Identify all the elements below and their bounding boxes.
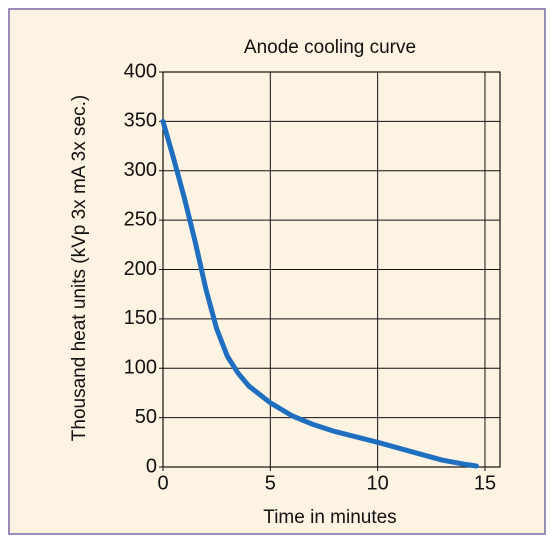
y-tick-label: 350 (124, 110, 157, 132)
chart-title: Anode cooling curve (244, 37, 416, 58)
line (160, 118, 479, 469)
y-tick-label: 150 (124, 307, 157, 329)
y-tick-label: 0 (146, 455, 157, 477)
y-tick-label: 300 (124, 159, 157, 181)
x-tick-label: 10 (367, 472, 389, 494)
y-tick-label: 250 (124, 208, 157, 230)
x-tick-label: 5 (265, 472, 276, 494)
background (8, 8, 546, 535)
x-tick-label: 0 (157, 472, 168, 494)
x-axis-label: Time in minutes (263, 507, 396, 528)
y-axis-label: Thousand heat units (kVp 3x mA 3x sec.) (69, 95, 90, 441)
y-tick-label: 50 (135, 406, 157, 428)
y-tick-label: 200 (124, 258, 157, 280)
y-tick-label: 400 (124, 60, 157, 82)
y-tick-label: 100 (124, 357, 157, 379)
x-tick-label: 15 (474, 472, 496, 494)
